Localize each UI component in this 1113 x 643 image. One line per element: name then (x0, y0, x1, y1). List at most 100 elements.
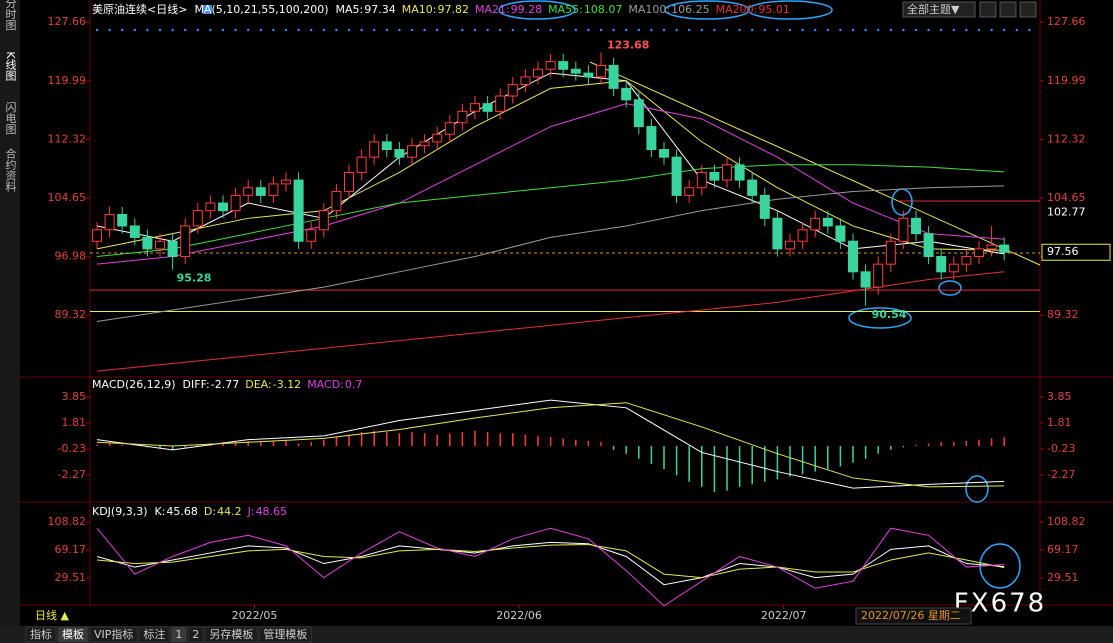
candle-body (243, 187, 254, 196)
sidebar-tab[interactable]: K线图 (4, 51, 17, 81)
marker-dot (940, 28, 943, 32)
indicator-line (96, 527, 1005, 607)
annotation: 90.54 (872, 308, 907, 321)
candle-body (974, 248, 984, 258)
last-price-label: 97.56 (1047, 245, 1079, 258)
toolbar-tab[interactable]: 模板 (62, 627, 84, 641)
indicator-line (96, 399, 1005, 489)
trend-line (589, 61, 1041, 266)
indicator-line (96, 543, 1005, 579)
toolbar-tab[interactable]: 1 (175, 628, 182, 641)
toolbar-tab-bg[interactable] (258, 626, 312, 643)
y-tick-label: 112.32 (48, 132, 87, 145)
candle-body (860, 271, 871, 288)
marker-dot (347, 28, 351, 32)
candle-body (230, 194, 241, 212)
candle-body (772, 217, 783, 250)
candle-body (722, 164, 732, 181)
marker-dot (95, 28, 99, 32)
candle-body (696, 171, 707, 189)
y-tick-label: 69.17 (1047, 543, 1079, 556)
candle-body (104, 213, 115, 231)
marker-dot (952, 28, 955, 32)
toolbar-tab-bg[interactable] (138, 626, 170, 643)
toolbar-tab-bg[interactable] (25, 626, 57, 643)
indicator-line (96, 541, 1005, 586)
toolbar-tab[interactable]: VIP指标 (94, 627, 133, 641)
sidebar-tab[interactable]: 分时图 (4, 0, 17, 31)
highlight (965, 475, 989, 503)
marker-dot (562, 28, 565, 32)
window-button[interactable] (999, 1, 1017, 18)
legend-value: 106.25 (671, 3, 710, 16)
marker-dot (776, 28, 779, 32)
highlight (938, 280, 962, 296)
marker-dot (310, 28, 313, 32)
candle-body (747, 179, 758, 196)
highlight (498, 0, 576, 20)
y-tick-label: 69.17 (55, 543, 87, 556)
theme-button[interactable] (902, 1, 976, 18)
candle-body (520, 76, 531, 86)
legend-value: 45.68 (166, 505, 198, 518)
highlight (664, 0, 750, 20)
legend-label: J: (247, 505, 255, 518)
candle-body (923, 233, 934, 258)
candle-body (394, 149, 405, 158)
period-selector[interactable]: 日线 ▲ (35, 608, 69, 622)
marker-dot (1003, 28, 1006, 32)
marker-dot (713, 28, 716, 32)
marker-dot (877, 28, 880, 32)
window-button[interactable] (1019, 1, 1037, 18)
marker-dot (461, 28, 464, 32)
y-tick-label: 1.81 (1047, 416, 1072, 429)
toolbar-tab-bg[interactable] (89, 626, 138, 643)
y-tick-label: 127.66 (48, 15, 87, 28)
marker-dot (990, 28, 993, 32)
toolbar-tab[interactable]: 指标 (30, 627, 52, 641)
marker-dot (839, 28, 842, 32)
legend-value: 97.82 (437, 3, 469, 16)
marker-dot (587, 28, 590, 32)
candle-body (671, 156, 682, 196)
candle-body (709, 171, 720, 181)
toolbar-tab[interactable]: 另存模板 (209, 627, 253, 641)
marker-dot (650, 28, 653, 32)
y-tick-label: 29.51 (1047, 571, 1079, 584)
y-tick-label: -2.27 (58, 468, 86, 481)
legend-label: DIFF: (183, 378, 210, 391)
toolbar-tab[interactable]: 管理模板 (263, 627, 307, 641)
marker-dot (272, 28, 275, 32)
toolbar-tab[interactable]: 2 (192, 628, 199, 641)
legend-label: MA200: (716, 3, 758, 16)
toolbar-tab[interactable]: 标注 (143, 627, 165, 641)
y-tick-label: 119.99 (1047, 74, 1086, 87)
candle-body (936, 256, 947, 273)
candle-body (583, 72, 594, 78)
toolbar-tab-bg[interactable] (187, 626, 204, 643)
candle-body (533, 68, 543, 78)
marker-dot (688, 28, 691, 32)
toolbar-tab-bg[interactable] (204, 626, 258, 643)
candle-body (797, 229, 808, 242)
candle-body (155, 240, 165, 250)
sidebar-tab[interactable]: 合约资料 (4, 147, 17, 193)
marker-dot (284, 28, 288, 32)
marker-dot (751, 28, 754, 32)
marker-dot (486, 28, 489, 32)
candle-body (898, 217, 909, 242)
candle-body (369, 141, 380, 158)
marker-dot (738, 28, 741, 32)
toolbar-tab-bg[interactable] (57, 626, 89, 643)
legend-value: 97.34 (364, 3, 396, 16)
sidebar-tab[interactable]: 闪电图 (4, 100, 17, 135)
candle-body (558, 61, 569, 70)
window-button[interactable] (979, 1, 997, 18)
candle-body (92, 229, 102, 242)
y-tick-label: -0.23 (1047, 442, 1075, 455)
marker-dot (625, 28, 628, 32)
theme-button-label[interactable]: 全部主题▼ (907, 2, 960, 16)
toolbar-tab-bg[interactable] (170, 626, 187, 643)
indicator-line (96, 80, 1005, 251)
